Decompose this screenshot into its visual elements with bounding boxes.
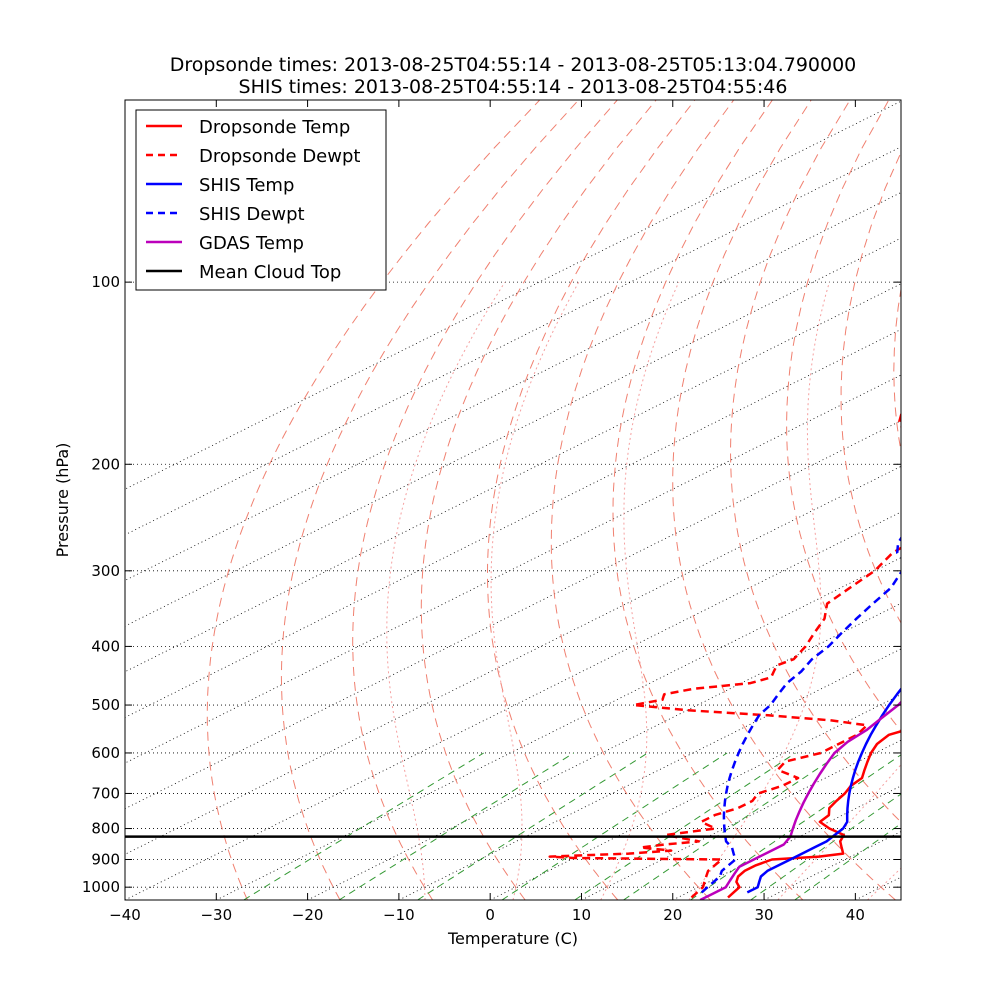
- legend-label-dropsonde-dewpt: Dropsonde Dewpt: [199, 146, 360, 167]
- moist-adiabat-line: [600, 281, 680, 900]
- dry-adiabat-line: [995, 100, 1000, 900]
- dry-adiabat-line: [612, 100, 804, 900]
- dry-adiabat-line: [729, 100, 901, 823]
- x-tick-label: 20: [663, 906, 682, 924]
- x-tick-label: −30: [200, 906, 232, 924]
- y-tick-label: 700: [91, 784, 120, 802]
- x-tick-label: 0: [485, 906, 495, 924]
- series-line-dropsonde-dewpt: [548, 410, 901, 899]
- dry-adiabat-line: [945, 100, 1000, 900]
- dry-adiabat-line: [786, 100, 901, 732]
- x-tick-label: −20: [292, 906, 324, 924]
- series-line-shis-temp: [746, 687, 901, 894]
- dry-adiabat-line: [550, 100, 735, 900]
- legend-label-shis-dewpt: SHIS Dewpt: [199, 204, 305, 225]
- legend-label-mean-cloud-top: Mean Cloud Top: [199, 262, 341, 283]
- legend-label-dropsonde-temp: Dropsonde Temp: [199, 117, 350, 138]
- y-tick-label: 400: [91, 637, 120, 655]
- series-line-dropsonde-temp: [727, 730, 901, 899]
- dry-adiabat-line: [487, 100, 696, 900]
- legend: Dropsonde Temp Dropsonde Dewpt SHIS Temp…: [135, 109, 387, 291]
- x-axis-label: Temperature (C): [447, 929, 578, 948]
- x-tick-label: 10: [572, 906, 591, 924]
- y-tick-label: 100: [91, 273, 120, 291]
- mixing-ratio-line: [338, 752, 575, 900]
- x-tick-label: 30: [755, 906, 774, 924]
- legend-box: [135, 109, 387, 291]
- y-tick-label: 300: [91, 562, 120, 580]
- chart-title-line-2: SHIS times: 2013-08-25T04:55:14 - 2013-0…: [239, 76, 788, 98]
- x-tick-label: 40: [846, 906, 865, 924]
- isotherm-line: [947, 100, 1000, 900]
- y-tick-label: 1000: [82, 878, 120, 896]
- legend-label-gdas-temp: GDAS Temp: [199, 233, 304, 254]
- legend-label-shis-temp: SHIS Temp: [199, 175, 294, 196]
- x-tick-label: −40: [109, 906, 141, 924]
- chart-title-line-1: Dropsonde times: 2013-08-25T04:55:14 - 2…: [170, 54, 857, 76]
- y-tick-label: 800: [91, 820, 120, 838]
- y-tick-label: 900: [91, 850, 120, 868]
- dry-adiabat-line: [352, 100, 618, 900]
- series-line-shis-dewpt: [700, 536, 901, 894]
- x-tick-label: −10: [383, 906, 415, 924]
- y-axis-label: Pressure (hPa): [53, 443, 72, 558]
- y-tick-label: 600: [91, 744, 120, 762]
- y-axis-ticks: 100 200 300 400 500 600 700 800 900 1000: [82, 273, 901, 896]
- y-tick-label: 200: [91, 455, 120, 473]
- moist-adiabat-line: [386, 281, 506, 900]
- x-axis-ticks: −40 −30 −20 −10 0 10 20 30 40: [109, 100, 865, 924]
- dry-adiabat-line: [672, 100, 896, 900]
- dry-adiabat-line: [893, 285, 901, 454]
- dry-adiabat-line: [206, 100, 541, 900]
- dry-adiabat-line: [420, 100, 657, 900]
- plot-frame: [124, 99, 902, 901]
- moist-adiabat-line: [490, 281, 580, 900]
- y-tick-label: 500: [91, 696, 120, 714]
